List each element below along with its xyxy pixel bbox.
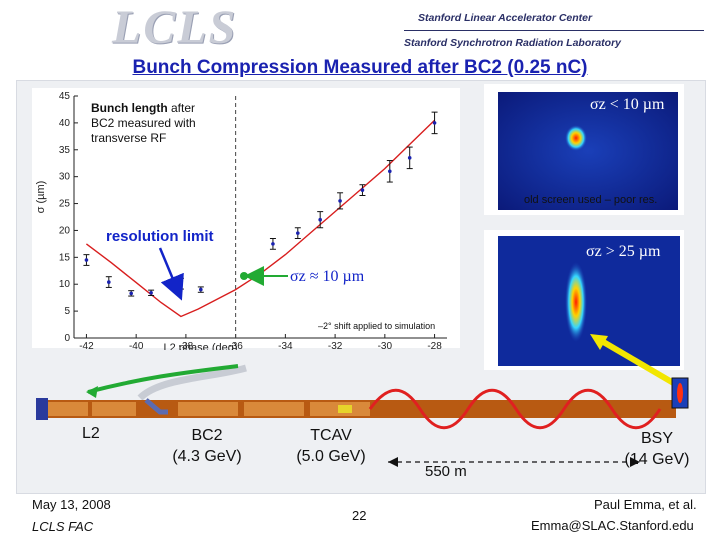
data-marker [388, 169, 392, 174]
bsy-label: BSY (14 GeV) [612, 428, 702, 470]
distance-label: 550 m [425, 463, 467, 480]
l2-label: L2 [82, 425, 100, 442]
data-marker [296, 231, 300, 235]
data-marker [149, 291, 153, 295]
y-tick-label: 25 [59, 199, 71, 210]
resolution-arrow [158, 247, 184, 301]
bunch-length-rest-1: after [167, 101, 196, 115]
data-marker [338, 199, 342, 203]
data-point [317, 211, 324, 229]
data-marker [107, 280, 111, 284]
y-tick-label: 5 [64, 306, 70, 317]
chart-axes: -42 -40 -38 -36 -34 -32 -30 -28 0 5 10 15 20 25 30 35 40… [35, 91, 447, 350]
sigma-large-label: σz > 25 µm [586, 243, 661, 260]
x-tick-label: -40 [129, 341, 144, 350]
green-arrow-head [86, 386, 98, 398]
x-tick-label: -38 [179, 341, 194, 350]
data-point [197, 286, 204, 293]
data-point [148, 289, 155, 297]
simulation-shift-note: –2° shift applied to simulation [318, 321, 436, 331]
green-arrow-l2 [87, 364, 239, 394]
yellow-arrow-head [590, 334, 608, 350]
data-point [386, 160, 393, 183]
page-number: 22 [352, 508, 367, 523]
y-tick-label: 35 [59, 145, 71, 156]
bc2-label: BC2 (4.3 GeV) [162, 425, 252, 467]
data-point [337, 192, 344, 210]
data-marker [84, 258, 89, 262]
profile-panel-large [484, 230, 684, 370]
highlight-point [240, 272, 248, 280]
footer-org: LCLS FAC [32, 519, 94, 534]
data-point [406, 146, 413, 170]
data-marker [318, 217, 322, 222]
tcav-name: TCAV [310, 427, 352, 444]
tcav-label: TCAV (5.0 GeV) [286, 425, 376, 467]
x-tick-label: -36 [228, 341, 243, 350]
data-marker [407, 156, 412, 160]
tcav-energy: (5.0 GeV) [296, 448, 366, 465]
data-marker [271, 242, 275, 246]
bsy-wiggle [368, 388, 662, 430]
footer-date: May 13, 2008 [32, 497, 111, 512]
x-tick-label: -30 [378, 341, 393, 350]
bunch-length-note: Bunch length after BC2 measured with tra… [91, 101, 196, 146]
data-point [269, 238, 276, 250]
bc2-chicane [144, 398, 168, 415]
y-tick-label: 45 [59, 91, 71, 102]
data-marker [129, 291, 133, 296]
yellow-arrow-bsy [598, 337, 684, 391]
bunch-length-rest-3: transverse RF [91, 131, 167, 145]
data-marker [432, 121, 437, 125]
grey-arrow-bc2 [137, 364, 247, 401]
bsy-energy: (14 GeV) [624, 451, 690, 468]
data-point [128, 290, 135, 297]
x-tick-label: -28 [427, 341, 442, 350]
org-line-ssrl: Stanford Synchrotron Radiation Laborator… [404, 37, 622, 49]
bc2-energy: (4.3 GeV) [172, 448, 242, 465]
header-band [0, 0, 720, 58]
bunch-length-bold: Bunch length [91, 101, 168, 115]
slide-title: Bunch Compression Measured after BC2 (0.… [132, 57, 588, 78]
data-point [359, 184, 366, 196]
profile-panel-small [484, 84, 684, 215]
lcls-logo: LCLS [112, 1, 238, 54]
header-rule [404, 30, 704, 31]
sigma-small-label: σz < 10 µm [590, 96, 665, 113]
data-point [83, 254, 90, 266]
data-point [431, 111, 438, 135]
x-tick-label: -42 [79, 341, 94, 350]
x-tick-label: -32 [328, 341, 343, 350]
org-line-slac: Stanford Linear Accelerator Center [418, 12, 593, 24]
data-point [105, 276, 112, 288]
y-tick-label: 20 [59, 225, 71, 236]
data-marker [199, 287, 203, 292]
bunch-length-rest-2: BC2 measured with [91, 116, 196, 130]
linac-sections [44, 402, 370, 416]
y-tick-label: 10 [59, 279, 71, 290]
sigma-mid-label: σz ≈ 10 µm [290, 268, 365, 285]
beamline-start-block [36, 398, 48, 420]
data-point [294, 227, 301, 240]
profile-image-small [484, 84, 684, 215]
y-tick-label: 0 [64, 333, 70, 344]
y-tick-label: 15 [59, 252, 71, 263]
resolution-limit-label: resolution limit [106, 228, 214, 245]
bc2-name: BC2 [191, 427, 223, 444]
old-screen-note: old screen used – poor res. [524, 194, 658, 206]
y-axis-label: σ (µm) [35, 181, 47, 214]
bsy-name: BSY [640, 430, 673, 447]
y-tick-label: 30 [59, 172, 71, 183]
y-tick-label: 40 [59, 118, 71, 129]
data-marker [360, 188, 365, 192]
x-axis-label: L2 phase (deg) [164, 342, 238, 350]
plot-area-background [32, 88, 460, 348]
footer-author: Paul Emma, et al. [594, 497, 697, 512]
profile-image-large [484, 230, 684, 370]
footer-email: Emma@SLAC.Stanford.edu [531, 518, 694, 533]
x-tick-label: -34 [278, 341, 293, 350]
